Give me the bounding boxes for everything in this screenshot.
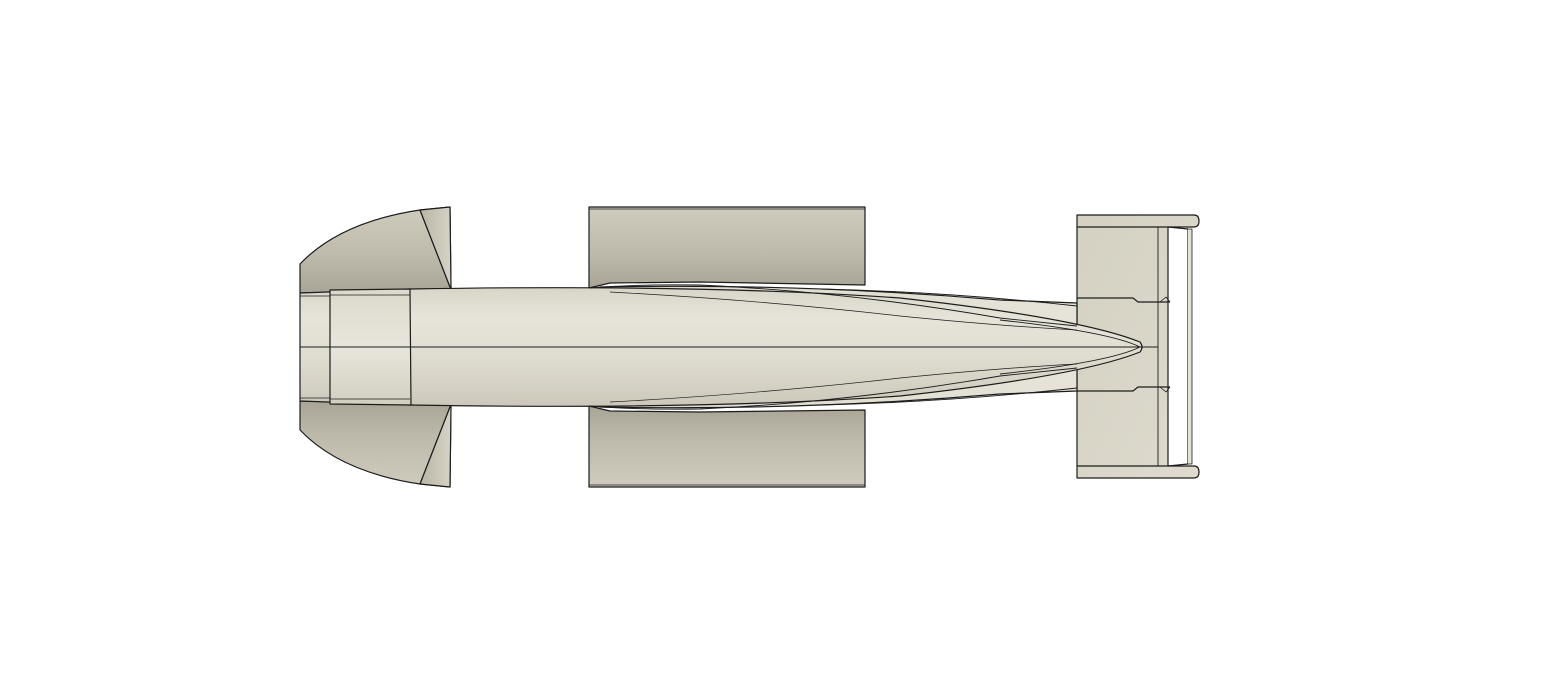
side-pod-bottom[interactable]	[588, 405, 866, 488]
side-pod-top[interactable]	[588, 206, 866, 289]
fuselage[interactable]	[299, 284, 1158, 410]
front-fin-bottom[interactable]	[299, 400, 452, 488]
front-fin-top[interactable]	[299, 206, 452, 294]
